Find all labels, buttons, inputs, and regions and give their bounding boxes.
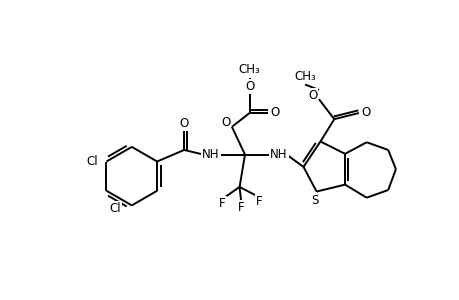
Text: CH₃: CH₃ — [294, 70, 315, 83]
Text: NH: NH — [202, 148, 219, 161]
Text: O: O — [308, 89, 317, 102]
Text: O: O — [360, 106, 369, 119]
Text: S: S — [311, 194, 318, 207]
Text: O: O — [245, 80, 254, 92]
Text: O: O — [270, 106, 279, 119]
Text: O: O — [221, 116, 230, 129]
Text: Cl: Cl — [109, 202, 120, 215]
Text: CH₃: CH₃ — [238, 63, 260, 76]
Text: F: F — [219, 196, 225, 210]
Text: O: O — [179, 116, 188, 130]
Text: F: F — [237, 201, 244, 214]
Text: F: F — [255, 195, 262, 208]
Text: NH: NH — [269, 148, 287, 161]
Text: Cl: Cl — [87, 155, 98, 168]
